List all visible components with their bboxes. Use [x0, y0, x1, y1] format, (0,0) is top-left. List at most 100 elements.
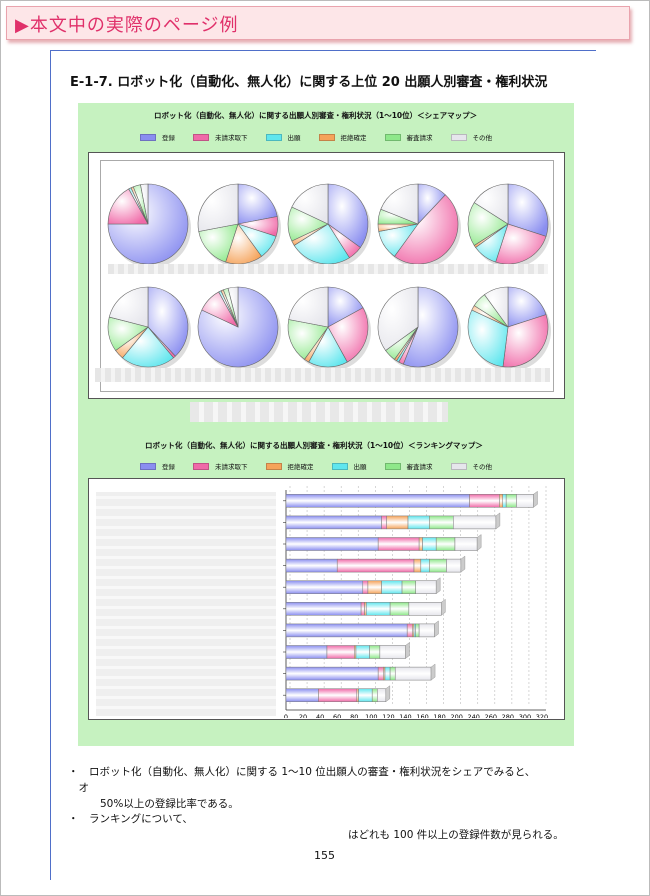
- pie-6: [107, 286, 191, 371]
- banner-title: ▶本文中の実際のページ例: [15, 15, 239, 36]
- pie-5-slice-0: [507, 183, 549, 237]
- bar-6-seg-5: [408, 602, 442, 616]
- bullet-text-2b: はどれも 100 件以上の登録件数が見られる。: [348, 829, 564, 841]
- pie-chart-area: [100, 160, 554, 392]
- pie-5-slice-1: [495, 223, 547, 265]
- bar-2-seg-4: [429, 515, 454, 530]
- bar-3-seg-5: [454, 537, 478, 551]
- pie-legend: 登録 未請求取下 出願 拒絶確定 審査請求 その他: [140, 132, 510, 142]
- bar-row-6: [283, 598, 446, 616]
- pie-legend-item-0: 登録: [140, 132, 175, 142]
- bar-5-seg-3: [381, 580, 403, 594]
- obscured-caption: [190, 402, 448, 422]
- pie-legend-swatch-1: [193, 133, 209, 141]
- bar-tick-10: 200: [450, 713, 462, 718]
- bar-legend-swatch-2: [265, 462, 282, 470]
- pie-8: [287, 286, 371, 371]
- bar-tick-1: 20: [299, 713, 307, 718]
- pie-7: [197, 286, 281, 371]
- pie-chart-title: ロボット化（自動化、無人化）に関する出願人別審査・権利状況（1～10位）＜シェア…: [154, 111, 478, 120]
- bullet-text-1c: 50%以上の登録比率である。: [100, 798, 239, 810]
- bar-3-seg-2: [418, 537, 423, 551]
- bar-6-seg-1: [360, 602, 365, 616]
- bar-8-seg-1: [326, 645, 355, 659]
- bar-legend-item-1: 未請求取下: [193, 461, 248, 471]
- bar-6-seg-0: [285, 602, 362, 616]
- bar-7-seg-2: [412, 623, 415, 638]
- pie-1: [107, 183, 191, 268]
- bar-10-seg-2: [356, 688, 359, 702]
- bar-2-seg-1: [381, 515, 387, 530]
- bar-legend-label-2: 拒絶確定: [287, 463, 314, 471]
- pie-5-slice-5: [473, 183, 509, 225]
- bar-tick-6: 120: [382, 713, 394, 718]
- bar-legend-label-5: その他: [472, 463, 493, 471]
- bar-legend-item-5: その他: [450, 461, 493, 471]
- bar-tick-12: 260: [485, 713, 497, 718]
- bar-row-8: [283, 642, 410, 659]
- pie-4-slice-1: [394, 194, 459, 265]
- pie-legend-swatch-2: [265, 133, 282, 141]
- pie-legend-item-5: その他: [450, 132, 492, 142]
- bar-1-seg-5: [516, 494, 534, 508]
- bar-8-seg-2: [354, 645, 357, 659]
- bar-legend-item-3: 出願: [331, 461, 367, 471]
- bar-legend-swatch-0: [140, 462, 156, 470]
- bullet-text-1b: オ: [68, 782, 89, 794]
- bar-row-1: [283, 490, 538, 508]
- bar-5-seg-1: [362, 580, 369, 594]
- pie-legend-swatch-4: [384, 133, 401, 141]
- bar-8-seg-0: [285, 645, 328, 659]
- pie-6-slice-2: [122, 326, 174, 368]
- bar-9-seg-4: [389, 666, 396, 681]
- bar-8-seg-3: [355, 645, 370, 659]
- bar-tick-5: 100: [365, 713, 377, 718]
- bar-5-seg-4: [401, 580, 416, 594]
- bar-5-seg-0: [285, 580, 364, 594]
- pie-10-slice-1: [502, 314, 549, 368]
- bar-row-4: [283, 555, 466, 573]
- pie-legend-swatch-3: [318, 133, 335, 141]
- bar-5-seg-5: [415, 580, 437, 594]
- bar-4-seg-4: [429, 558, 447, 573]
- bullet-text-1: ・ ロボット化（自動化、無人化）に関する 1～10 位出願人の審査・権利状況をシ…: [68, 766, 536, 778]
- bar-legend-swatch-4: [384, 462, 401, 470]
- bar-tick-13: 280: [502, 713, 514, 718]
- bar-row-2: [283, 512, 501, 530]
- bar-legend-item-0: 登録: [140, 461, 175, 471]
- bar-row-10: [283, 685, 391, 703]
- pie-legend-label-0: 登録: [162, 134, 175, 142]
- bar-row-9: [283, 663, 436, 681]
- bar-legend-label-1: 未請求取下: [215, 463, 248, 471]
- bar-6-seg-3: [365, 602, 391, 616]
- bar-3-seg-4: [435, 537, 456, 551]
- bar-9-seg-0: [285, 666, 379, 681]
- pie-3-slice-5: [291, 183, 329, 225]
- bar-2-cap: [495, 512, 501, 530]
- pie-legend-label-4: 審査請求: [406, 134, 433, 142]
- bar-4-cap: [460, 555, 466, 573]
- pie-legend-label-2: 出願: [287, 134, 301, 142]
- pie-9: [377, 286, 461, 371]
- pie-5: [467, 183, 551, 268]
- bar-1-cap: [533, 490, 538, 508]
- bar-legend-swatch-1: [193, 462, 209, 470]
- pie-10-slice-2: [467, 309, 509, 368]
- bar-4-seg-5: [446, 558, 462, 573]
- bar-tick-7: 140: [399, 713, 411, 718]
- bar-4-seg-2: [413, 558, 422, 573]
- bar-chart-svg: 0 20 40 60 80 100 120 140 160 180 200 240 260 280 300 3…: [283, 486, 548, 718]
- pie-3: [287, 183, 371, 268]
- pie-row-labels-2: [95, 368, 550, 382]
- bar-7-seg-4: [415, 623, 420, 638]
- pie-6-slice-5: [108, 286, 149, 328]
- bar-3-cap: [476, 534, 482, 551]
- bar-legend-swatch-3: [331, 462, 348, 470]
- bar-row-3: [283, 534, 482, 551]
- pie-6-slice-0: [147, 286, 189, 357]
- bar-5-cap: [435, 577, 441, 595]
- bar-4-seg-1: [336, 558, 415, 573]
- pie-7-slice-5: [227, 286, 239, 328]
- bar-tick-9: 180: [433, 713, 445, 718]
- pie-3-slice-0: [327, 183, 369, 248]
